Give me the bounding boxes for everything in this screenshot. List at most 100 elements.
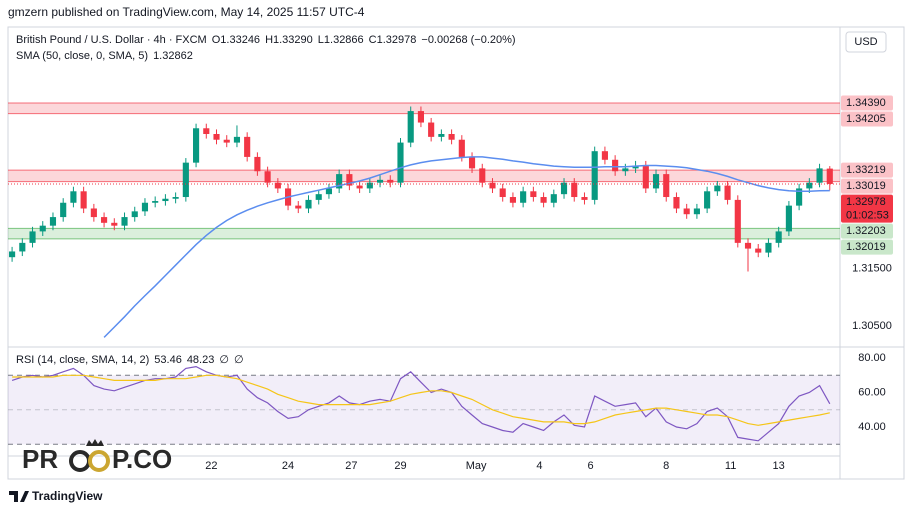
candle-body xyxy=(233,136,241,143)
candle-body xyxy=(356,185,363,189)
x-tick-label: May xyxy=(466,460,487,472)
candle-body xyxy=(172,197,179,199)
candle-body xyxy=(601,151,608,160)
zone-price-label-box xyxy=(841,239,893,255)
candle-body xyxy=(60,202,67,218)
candle-body xyxy=(407,111,414,143)
candle-body xyxy=(417,111,424,123)
candle-body xyxy=(325,188,333,195)
x-tick-label: 4 xyxy=(536,460,542,472)
zone-price-label-box xyxy=(841,178,893,194)
indicator-value: 1.32862 xyxy=(153,50,193,62)
candle-body xyxy=(9,251,16,258)
candle-body xyxy=(264,171,271,183)
candle-body xyxy=(397,142,404,183)
x-tick-label: 8 xyxy=(663,460,669,472)
currency-box[interactable] xyxy=(845,31,887,53)
candle-body xyxy=(428,122,435,137)
zone xyxy=(8,170,840,182)
candle-body xyxy=(806,182,813,189)
candle-body xyxy=(305,199,312,209)
candle-body xyxy=(826,168,833,184)
candle-body xyxy=(530,191,537,198)
indicator-value: 53.46 xyxy=(154,354,182,366)
candle-body xyxy=(29,231,36,243)
x-tick-label: 24 xyxy=(282,460,294,472)
candle-body xyxy=(19,242,26,252)
indicator-name: RSI (14, close, SMA, 14, 2) xyxy=(16,354,149,366)
chart-frame xyxy=(7,26,905,480)
candle-body xyxy=(182,162,189,198)
candle-body xyxy=(458,139,465,157)
watermark-ring xyxy=(88,450,110,472)
candle-body xyxy=(775,231,782,243)
candle-body xyxy=(141,202,149,212)
change: −0.00268 (−0.20%) xyxy=(421,34,515,46)
candle-body xyxy=(448,134,455,140)
zone-price-label: 1.34390 xyxy=(846,97,886,109)
brand: TradingView xyxy=(32,489,103,503)
zone xyxy=(8,103,840,114)
candle-body xyxy=(622,168,629,172)
candle-body xyxy=(785,205,792,232)
candle-body xyxy=(223,139,230,143)
candle-body xyxy=(244,136,251,157)
x-tick-label: 22 xyxy=(205,460,217,472)
candle-body xyxy=(315,194,322,200)
zone-price-label-box xyxy=(841,162,893,178)
candle-body xyxy=(704,191,711,209)
zone-price-label-box xyxy=(841,95,893,111)
candle-body xyxy=(540,197,547,203)
x-tick-label: 6 xyxy=(588,460,594,472)
zone-price-label: 1.32203 xyxy=(846,225,886,237)
candle-body xyxy=(693,208,700,215)
candle-body xyxy=(376,179,384,183)
last-price-label: 1.32978 xyxy=(846,196,886,208)
candle-body xyxy=(101,217,108,223)
x-tick-label: 13 xyxy=(773,460,785,472)
candle-body xyxy=(642,165,649,189)
zone-price-label: 1.34205 xyxy=(846,113,886,125)
candle-body xyxy=(70,191,77,203)
indicator-value: 48.23 xyxy=(187,354,215,366)
y-tick-label: 1.31500 xyxy=(852,263,892,275)
candle-body xyxy=(111,222,118,226)
watermark-right: P.CO xyxy=(112,444,172,474)
candle-body xyxy=(131,211,138,218)
candle-body xyxy=(468,156,476,169)
symbol-title: British Pound / U.S. Dollar · 4h · FXCM xyxy=(16,34,207,46)
zone-price-label-box xyxy=(841,223,893,239)
candle-body xyxy=(80,191,87,209)
x-tick-label: 29 xyxy=(394,460,406,472)
watermark: PR P.CO xyxy=(22,439,172,474)
candle-body xyxy=(560,182,568,195)
candle-body xyxy=(683,208,690,215)
ohlc-value: L1.32866 xyxy=(318,34,364,46)
watermark-left: PR xyxy=(22,444,58,474)
candle-body xyxy=(765,242,772,253)
candle-body xyxy=(755,248,762,253)
candle-body xyxy=(213,134,220,140)
candle-body xyxy=(387,179,394,183)
ohlc-value: C1.32978 xyxy=(369,34,417,46)
indicator-line xyxy=(103,156,830,338)
candle-body xyxy=(336,174,343,189)
candle-body xyxy=(152,201,159,203)
candle-body xyxy=(714,185,721,192)
candle-body xyxy=(499,188,506,198)
footer: TradingView xyxy=(9,489,103,503)
candle-body xyxy=(193,128,200,163)
zone-price-label: 1.33019 xyxy=(846,180,886,192)
candle-body xyxy=(366,182,373,189)
indicator-value: ∅ xyxy=(219,354,229,366)
candle-body xyxy=(479,168,486,183)
y-tick-label: 40.00 xyxy=(858,421,886,433)
y-tick-label: 60.00 xyxy=(858,386,886,398)
candle-body xyxy=(39,225,46,232)
zone-price-label-box xyxy=(841,111,893,127)
candle-body xyxy=(724,185,731,200)
candle-body xyxy=(274,182,281,189)
candle-body xyxy=(571,182,578,198)
candle-body xyxy=(816,168,823,183)
